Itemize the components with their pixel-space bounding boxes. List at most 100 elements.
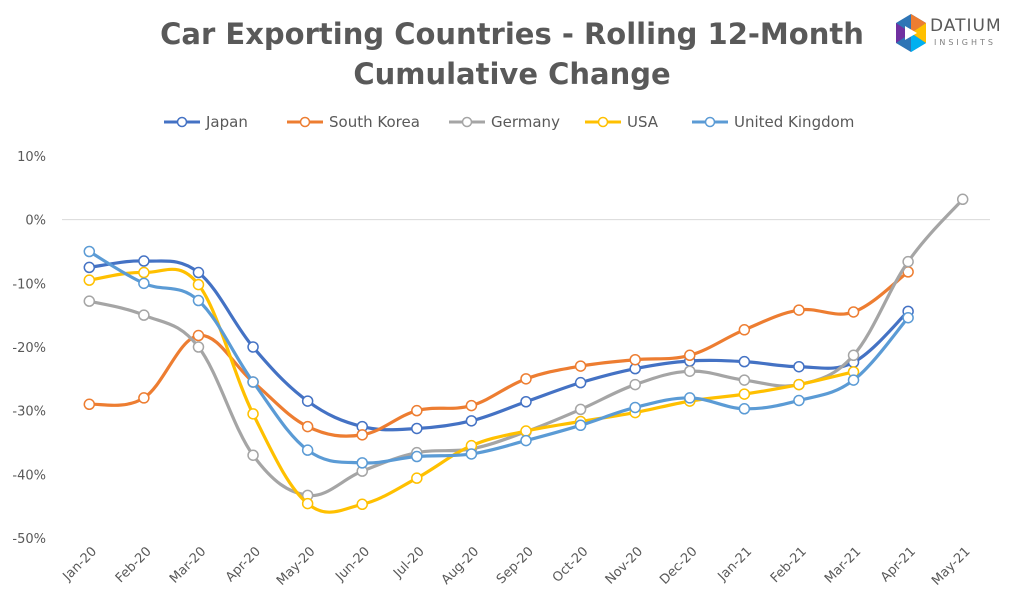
x-tick-label: Jun-20 bbox=[332, 544, 373, 585]
data-point bbox=[301, 395, 314, 407]
y-tick-label: 0% bbox=[25, 214, 46, 229]
data-point bbox=[411, 422, 423, 435]
data-point bbox=[301, 420, 314, 433]
chart-title: Car Exporting Countries - Rolling 12-Mon… bbox=[0, 14, 1024, 94]
data-point bbox=[356, 498, 368, 511]
legend-item-usa: USA bbox=[585, 113, 659, 131]
data-point bbox=[465, 399, 478, 412]
series-south-korea bbox=[83, 266, 914, 441]
data-point bbox=[192, 341, 205, 353]
data-point bbox=[847, 374, 860, 386]
data-point bbox=[684, 392, 696, 404]
data-point bbox=[956, 193, 969, 206]
legend-swatch-marker bbox=[299, 116, 311, 128]
legend-label: South Korea bbox=[329, 113, 420, 131]
legend-item-germany: Germany bbox=[449, 113, 560, 131]
data-point bbox=[574, 403, 587, 416]
data-point bbox=[247, 408, 259, 420]
x-tick-label: Sep-20 bbox=[494, 544, 537, 587]
data-point bbox=[83, 274, 96, 286]
logo-sub: INSIGHTS bbox=[934, 38, 996, 47]
x-axis: Jan-20 Feb-20 Mar-20 Apr-20 May-20 Jun-20 Jul-… bbox=[60, 544, 974, 588]
series-line-usa bbox=[89, 267, 854, 514]
data-point bbox=[793, 304, 805, 316]
data-point bbox=[138, 266, 150, 279]
data-point bbox=[902, 255, 914, 268]
series-line-japan bbox=[89, 259, 910, 432]
data-point bbox=[247, 376, 259, 388]
data-point bbox=[629, 378, 641, 391]
series-united-kingdom bbox=[83, 245, 914, 469]
x-tick-label: Oct-20 bbox=[550, 544, 592, 586]
x-tick-label: May-21 bbox=[929, 544, 973, 588]
data-point bbox=[520, 373, 532, 385]
data-point bbox=[520, 396, 532, 408]
x-tick-label: Aug-20 bbox=[439, 544, 483, 588]
data-point bbox=[847, 306, 860, 318]
data-point bbox=[574, 419, 587, 432]
data-point bbox=[301, 444, 314, 456]
series-line-united-kingdom bbox=[88, 250, 910, 465]
data-point bbox=[411, 404, 423, 417]
legend-swatch-marker bbox=[461, 116, 473, 128]
data-point bbox=[411, 472, 423, 484]
legend-label: United Kingdom bbox=[734, 113, 854, 131]
data-point bbox=[192, 266, 205, 279]
y-tick-label: 10% bbox=[17, 150, 46, 165]
data-point bbox=[738, 403, 751, 415]
data-point bbox=[138, 309, 150, 321]
y-tick-label: -30% bbox=[12, 405, 46, 420]
data-point bbox=[629, 353, 641, 366]
legend-swatch-marker bbox=[597, 116, 609, 128]
chart-title-line2: Cumulative Change bbox=[353, 57, 671, 91]
data-point bbox=[138, 277, 150, 290]
legend-swatch-marker bbox=[704, 116, 716, 128]
series-japan bbox=[83, 255, 914, 435]
series-germany bbox=[83, 193, 969, 502]
data-point bbox=[520, 434, 532, 447]
data-point bbox=[465, 415, 478, 427]
data-point bbox=[738, 388, 751, 400]
y-tick-label: -40% bbox=[12, 468, 46, 483]
legend-label: Germany bbox=[491, 113, 560, 131]
data-point bbox=[738, 374, 751, 386]
data-point bbox=[247, 341, 259, 353]
data-point bbox=[738, 355, 751, 368]
data-point bbox=[247, 449, 259, 461]
series-line-south-korea bbox=[89, 270, 910, 438]
data-point bbox=[83, 398, 96, 411]
y-tick-label: -20% bbox=[12, 341, 46, 356]
legend-item-south-korea: South Korea bbox=[287, 113, 420, 131]
data-point bbox=[574, 376, 587, 389]
data-point bbox=[520, 425, 532, 437]
x-tick-label: Feb-20 bbox=[113, 544, 155, 586]
data-point bbox=[793, 394, 805, 407]
y-axis: 10% 0% -10% -20% -30% -40% -50% bbox=[12, 150, 46, 547]
data-point bbox=[138, 255, 150, 267]
x-tick-label: Apr-21 bbox=[878, 544, 919, 585]
data-point bbox=[684, 365, 696, 377]
logo-name: DATIUM bbox=[930, 16, 1002, 36]
legend-item-japan: Japan bbox=[164, 113, 248, 131]
data-point bbox=[629, 401, 641, 414]
legend-item-united-kingdom: United Kingdom bbox=[692, 113, 854, 131]
data-point bbox=[684, 349, 696, 362]
data-point bbox=[902, 311, 914, 324]
data-point bbox=[465, 448, 478, 460]
x-tick-label: Jan-21 bbox=[715, 544, 756, 585]
data-point bbox=[83, 295, 96, 307]
legend-label: USA bbox=[627, 113, 659, 131]
series-group bbox=[83, 193, 969, 514]
x-tick-label: Jul-20 bbox=[390, 544, 427, 581]
x-tick-label: Dec-20 bbox=[657, 544, 700, 587]
data-point bbox=[192, 278, 205, 291]
x-tick-label: Feb-21 bbox=[768, 544, 810, 586]
data-point bbox=[192, 294, 205, 307]
data-point bbox=[83, 261, 96, 274]
data-point bbox=[847, 349, 860, 362]
x-tick-label: Nov-20 bbox=[603, 544, 646, 587]
datium-logo: DATIUM INSIGHTS bbox=[896, 14, 1016, 54]
data-point bbox=[793, 378, 805, 391]
data-point bbox=[138, 392, 150, 404]
